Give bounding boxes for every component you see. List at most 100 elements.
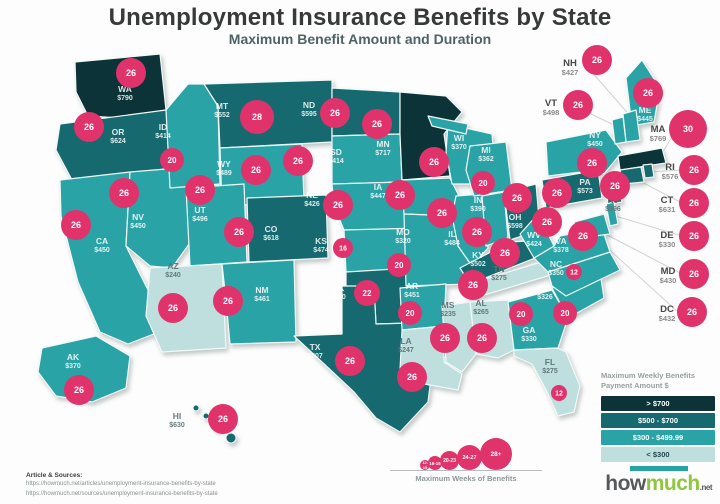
- source-url-1: https://howmuch.net/sources/unemployment…: [26, 490, 218, 497]
- callout-label-ri: RI $576: [662, 162, 679, 181]
- callout-label-md: MD $430: [660, 266, 677, 285]
- weeks-value-ms: 26: [440, 333, 450, 343]
- state-label-sd: SD $414: [328, 147, 344, 165]
- weeks-value-ga: 20: [517, 310, 526, 319]
- state-label-nm: NM $461: [254, 285, 270, 303]
- amount-legend-title-line1: Maximum Weekly Benefits: [601, 371, 696, 380]
- state-label-va: VA $378: [553, 236, 569, 254]
- state-label-mi: MI $362: [478, 145, 494, 163]
- state-label-mo: MO $320: [395, 227, 411, 245]
- state-label-co: CO $618: [263, 224, 279, 242]
- weeks-value-ia: 26: [395, 190, 405, 200]
- state-label-az: AZ $240: [165, 261, 181, 279]
- weeks-badge-az: [158, 293, 188, 323]
- weeks-scale-caption: Maximum Weeks of Benefits: [415, 474, 517, 483]
- state-label-fl: FL $275: [542, 357, 558, 375]
- weeks-badge-al: [467, 323, 497, 353]
- state-label-ia: IA $447: [370, 182, 386, 200]
- weeks-value-tx: 26: [345, 356, 355, 366]
- state-shape-ma: [617, 147, 667, 171]
- weeks-value-de: 26: [689, 231, 699, 241]
- weeks-badge-in: [462, 217, 492, 247]
- legend-bucket-2: $300 - $499.99: [601, 429, 715, 445]
- state-label-mn: MN $717: [375, 139, 391, 157]
- weeks-badge-ks: [333, 238, 353, 258]
- weeks-value-mo: 20: [395, 261, 404, 270]
- state-shape-ak: [37, 335, 131, 403]
- weeks-badge-or: [74, 112, 104, 142]
- weeks-value-ks: 16: [339, 246, 347, 253]
- weeks-badge-tx: [335, 346, 365, 376]
- logo-suffix-net: .net: [699, 483, 713, 492]
- weeks-badge-ar: [398, 301, 422, 325]
- weeks-badge-ms: [430, 323, 460, 353]
- weeks-badge-va: [568, 221, 598, 251]
- weeks-value-ak: 26: [74, 385, 84, 395]
- weeks-value-tn: 26: [468, 280, 478, 290]
- state-label-la: LA $247: [398, 336, 414, 354]
- weeks-scale-bubble-1: 16-19: [428, 456, 442, 470]
- weeks-value-wi: 26: [429, 157, 439, 167]
- state-label-tn: TN $275: [491, 264, 507, 282]
- weeks-badge-la: [397, 362, 427, 392]
- legend-bucket-3: < $300: [601, 446, 715, 462]
- weeks-scale-bubble-3: 24-27: [457, 445, 482, 470]
- weeks-badge-ok: [354, 280, 380, 306]
- legend-bucket-1: $500 - $700: [601, 412, 715, 428]
- weeks-value-va: 26: [578, 231, 588, 241]
- weeks-badge-id: [160, 148, 184, 172]
- callout-label-ma: MA $769: [650, 124, 667, 143]
- state-shape-vt: [611, 116, 627, 145]
- state-shape-hi: [192, 404, 200, 412]
- weeks-value-ma: 30: [683, 124, 693, 134]
- state-label-nv: NV $450: [130, 212, 146, 230]
- weeks-badge-ca: [61, 210, 91, 240]
- state-shape-tx: [293, 285, 451, 433]
- weeks-value-ky: 26: [500, 248, 510, 258]
- weeks-value-wy: 26: [251, 165, 261, 175]
- state-shape-mi: [427, 115, 469, 135]
- logo-bar: [629, 466, 688, 471]
- state-label-wa: WA $790: [117, 84, 133, 102]
- state-label-sc: SC $326: [537, 283, 553, 301]
- weeks-badge-ma: [669, 110, 707, 148]
- weeks-badge-mi: [471, 171, 495, 195]
- weeks-badge-de: [679, 221, 709, 251]
- weeks-badge-mt: [240, 100, 274, 134]
- weeks-badge-ri: [679, 155, 709, 185]
- weeks-badge-nc: [566, 264, 582, 280]
- weeks-badge-wv: [532, 207, 562, 237]
- weeks-badge-oh: [502, 183, 532, 213]
- state-label-nc: NC $350: [548, 259, 564, 277]
- weeks-badge-nm: [213, 286, 243, 316]
- weeks-badge-ky: [490, 238, 520, 268]
- howmuch-logo: howmuch.net: [605, 466, 713, 494]
- weeks-badge-mn: [362, 109, 392, 139]
- state-label-or: OR $624: [110, 127, 126, 145]
- weeks-value-nc: 12: [570, 270, 578, 277]
- callout-label-nh: NH $427: [562, 58, 579, 77]
- weeks-value-ri: 26: [689, 165, 699, 175]
- weeks-badge-ny: [577, 148, 607, 178]
- weeks-value-nm: 26: [223, 296, 233, 306]
- weeks-badge-ct: [679, 188, 709, 218]
- weeks-value-al: 26: [477, 333, 487, 343]
- state-label-al: AL $265: [473, 298, 489, 316]
- weeks-badge-fl: [551, 385, 567, 401]
- state-label-ut: UT $496: [192, 205, 208, 223]
- sources-heading: Article & Sources:: [26, 472, 83, 479]
- state-shape-hi: [225, 432, 237, 444]
- state-shape-de: [605, 201, 619, 227]
- callout-label-de: DE $330: [659, 230, 676, 249]
- weeks-badge-dc: [677, 297, 707, 327]
- weeks-value-hi: 26: [218, 414, 228, 424]
- legend-bucket-0: > $700: [601, 395, 715, 411]
- weeks-value-az: 26: [168, 303, 178, 313]
- state-label-pa: PA $573: [577, 177, 593, 195]
- weeks-badge-wy: [241, 155, 271, 185]
- weeks-value-co: 26: [234, 227, 244, 237]
- weeks-scale-bubble-4: 28+: [480, 438, 512, 470]
- weeks-badge-co: [224, 217, 254, 247]
